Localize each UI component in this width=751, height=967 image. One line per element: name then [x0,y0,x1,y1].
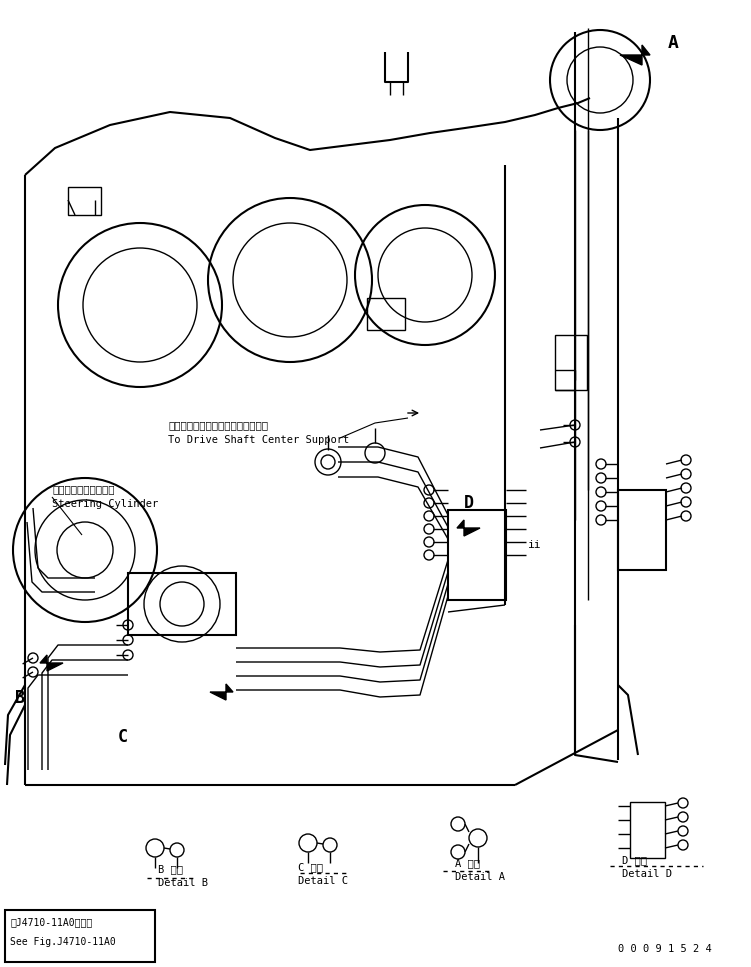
Polygon shape [210,684,233,700]
Text: A 詳細: A 詳細 [455,858,480,868]
Text: ステアリングシリンダ: ステアリングシリンダ [52,484,114,494]
Text: Detail B: Detail B [158,878,208,888]
Text: To Drive Shaft Center Support: To Drive Shaft Center Support [168,435,349,445]
Text: D: D [464,494,474,512]
Text: B 詳細: B 詳細 [158,864,183,874]
Text: ii: ii [528,540,541,550]
Text: B: B [15,689,25,707]
Bar [630,802,665,858]
Polygon shape [620,45,650,65]
Bar [68,187,101,215]
Text: C: C [118,728,128,746]
Text: Detail A: Detail A [455,872,505,882]
Text: A: A [668,34,679,52]
Bar [618,490,666,570]
Text: C 詳細: C 詳細 [298,862,323,872]
Text: D 詳細: D 詳細 [622,855,647,865]
Bar [128,573,236,635]
Bar [448,510,506,600]
Bar [555,335,587,390]
Text: 第J4710-11A0図参照: 第J4710-11A0図参照 [10,917,92,927]
Text: ドライブシャフトセンタサポートへ: ドライブシャフトセンタサポートへ [168,420,268,430]
Text: 0 0 0 9 1 5 2 4: 0 0 0 9 1 5 2 4 [618,944,712,954]
Bar [367,298,405,330]
Polygon shape [457,520,480,536]
Text: Steering Cylinder: Steering Cylinder [52,499,158,509]
Text: Detail C: Detail C [298,876,348,886]
Text: See Fig.J4710-11A0: See Fig.J4710-11A0 [10,937,116,947]
Text: Detail D: Detail D [622,869,672,879]
Polygon shape [40,655,63,671]
